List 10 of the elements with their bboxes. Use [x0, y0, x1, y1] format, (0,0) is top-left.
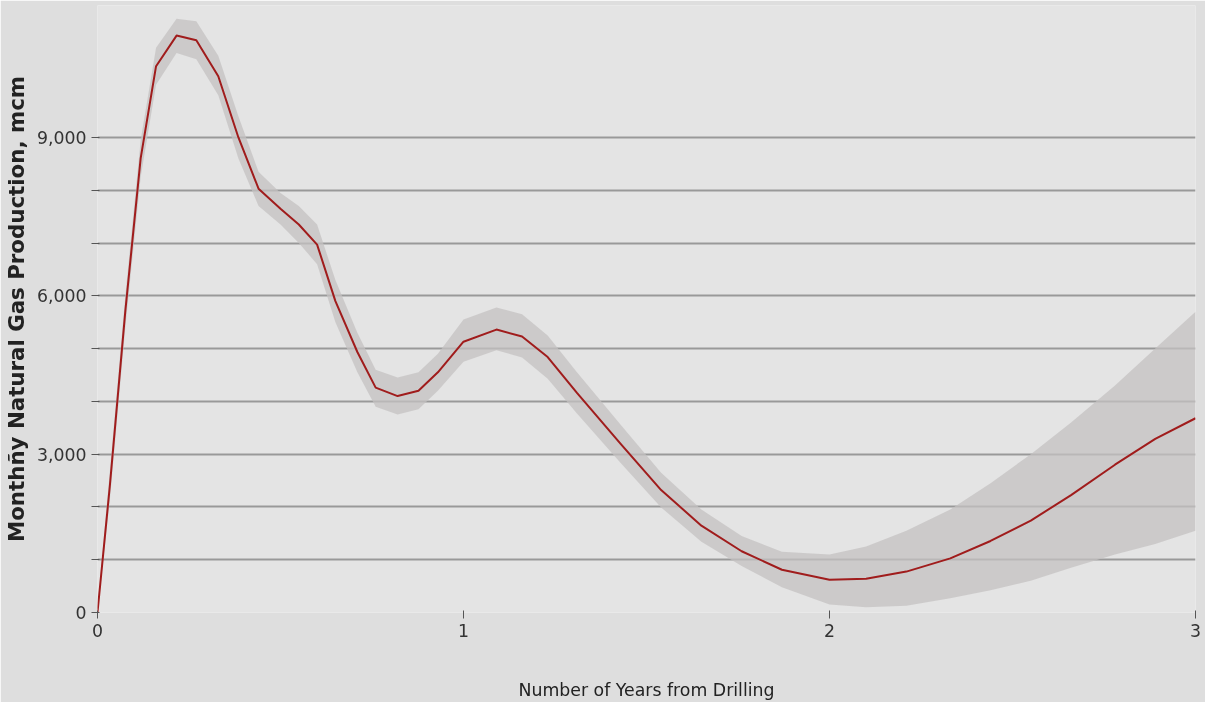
y-axis-title: Monthñy Natural Gas Production, mcm — [3, 75, 29, 543]
x-axis-title: Number of Years from Drilling — [518, 679, 775, 700]
x-tick-label: 3 — [1189, 620, 1202, 641]
x-tick-label: 0 — [91, 620, 104, 641]
y-tick-label: 3,000 — [36, 444, 87, 465]
x-tick-label: 1 — [457, 620, 470, 641]
y-tick-label: 0 — [75, 603, 87, 623]
x-tick-label: 2 — [823, 620, 836, 641]
y-tick-label: 6,000 — [36, 286, 87, 307]
y-tick-label: 9,000 — [36, 127, 87, 148]
